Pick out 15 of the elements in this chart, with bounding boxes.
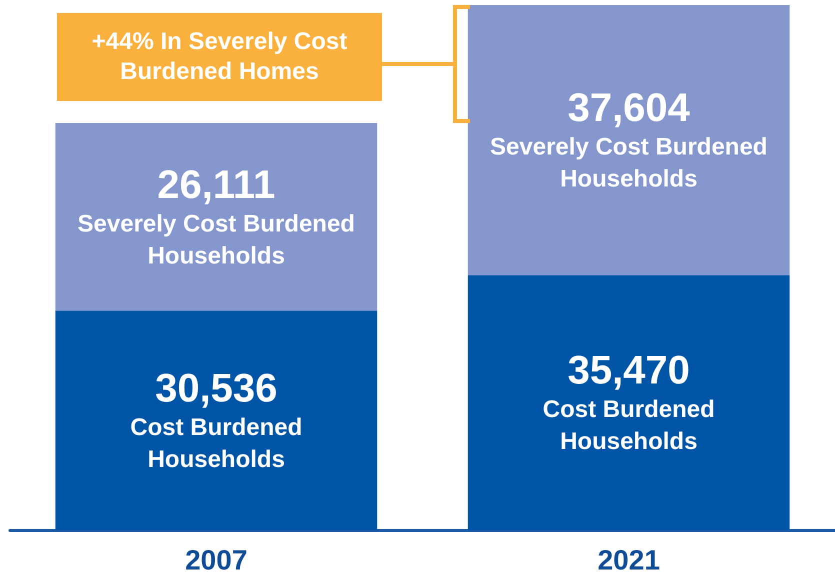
text: Cost Burdened Households — [542, 396, 715, 456]
series-label: Severely Cost Burdened Households — [78, 210, 355, 270]
bar — [55, 123, 378, 311]
x-tick-label: 2007 — [185, 544, 248, 576]
bar — [468, 275, 790, 530]
bar — [55, 310, 378, 530]
data-label: 30,536 — [155, 366, 278, 410]
text: Severely Cost Burdened Households — [490, 134, 768, 193]
annotation: +44% In Severely Cost Burdened Homes — [57, 13, 382, 101]
data-label: 37,604 — [568, 86, 691, 130]
data-label: 26,111 — [157, 162, 276, 207]
series-label: Cost Burdened Households — [130, 414, 302, 473]
bar — [468, 5, 790, 276]
x-tick-label: 2021 — [598, 544, 660, 576]
data-label: 35,470 — [568, 348, 690, 393]
